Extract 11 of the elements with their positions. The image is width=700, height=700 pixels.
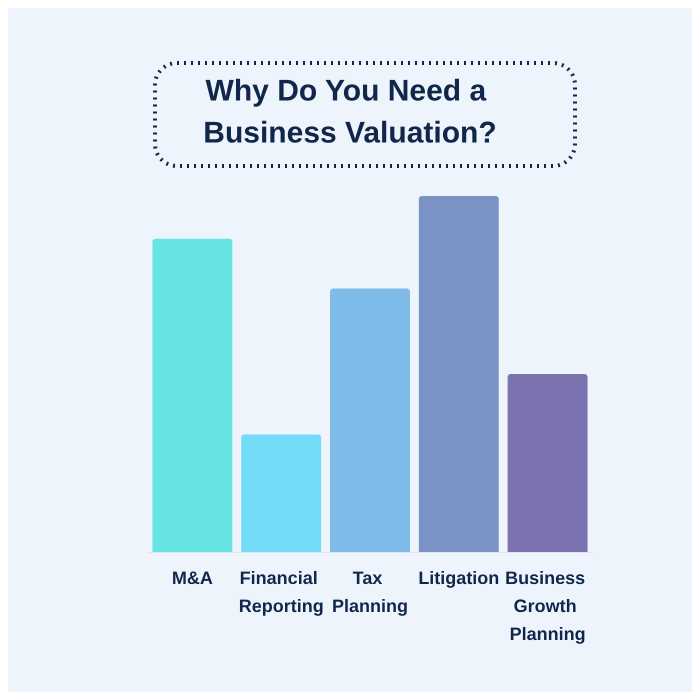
chart-title: Why Do You Need a Business Valuation? bbox=[203, 74, 497, 150]
x-tick-label: M&A bbox=[172, 568, 213, 588]
x-tick-label: Financial Reporting bbox=[238, 568, 324, 616]
x-tick-label: Business Growth Planning bbox=[505, 568, 590, 644]
bar bbox=[152, 238, 232, 552]
x-tick-label: Tax Planning bbox=[332, 568, 408, 616]
x-tick-label: Litigation bbox=[418, 568, 500, 588]
bar bbox=[418, 196, 499, 552]
bar bbox=[508, 374, 588, 552]
bar bbox=[330, 288, 410, 552]
bar bbox=[241, 434, 322, 552]
